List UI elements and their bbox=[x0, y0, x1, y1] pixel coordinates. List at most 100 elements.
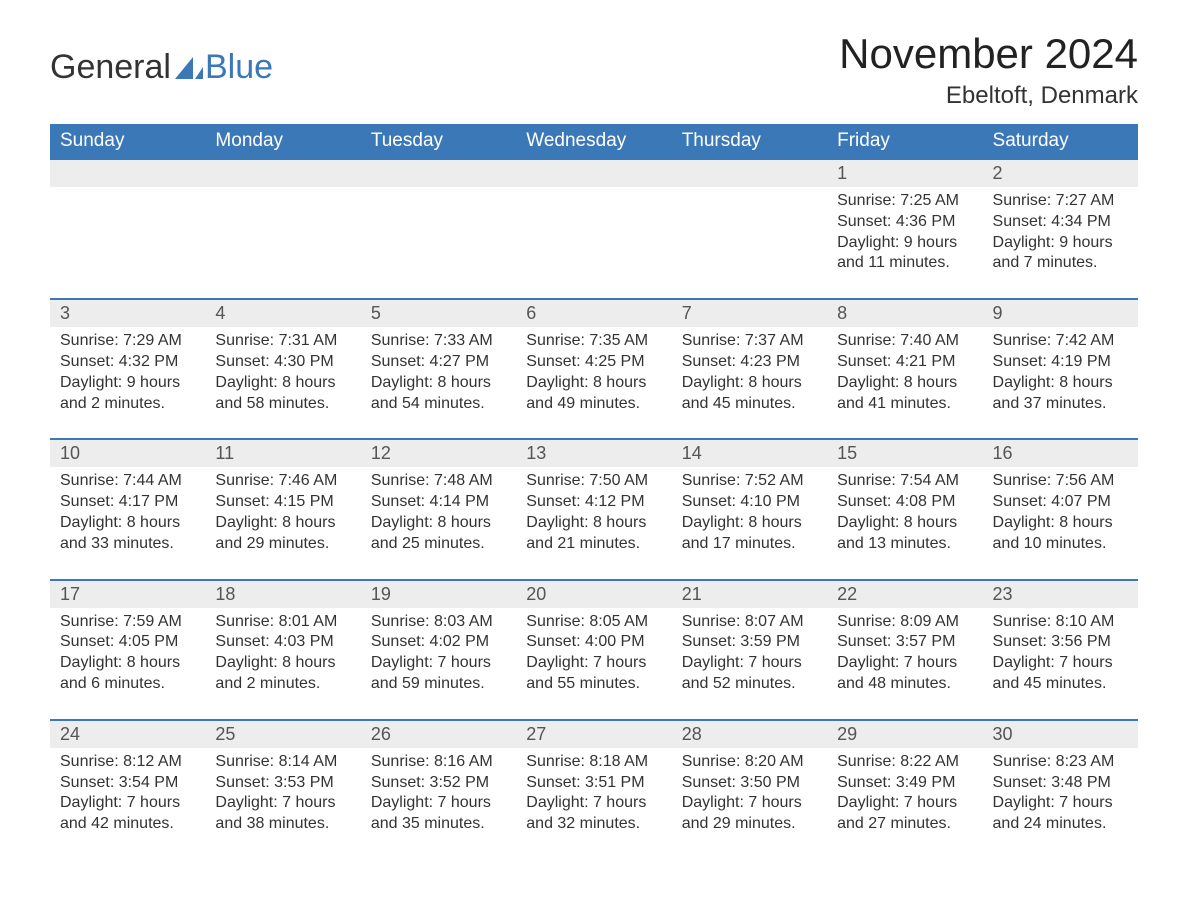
sunset-text: Sunset: 4:14 PM bbox=[371, 492, 506, 513]
day-body: Sunrise: 8:10 AMSunset: 3:56 PMDaylight:… bbox=[983, 608, 1138, 695]
day-body: Sunrise: 7:52 AMSunset: 4:10 PMDaylight:… bbox=[672, 467, 827, 554]
weekday-header: Sunday bbox=[50, 124, 205, 159]
sunrise-text: Sunrise: 7:48 AM bbox=[371, 471, 506, 492]
daylight-text: Daylight: 7 hours and 38 minutes. bbox=[215, 793, 350, 835]
sunset-text: Sunset: 3:54 PM bbox=[60, 773, 195, 794]
day-cell: 12 Sunrise: 7:48 AMSunset: 4:14 PMDayligh… bbox=[361, 439, 516, 579]
daylight-text: Daylight: 7 hours and 45 minutes. bbox=[993, 653, 1128, 695]
day-body: Sunrise: 7:40 AMSunset: 4:21 PMDaylight:… bbox=[827, 327, 982, 414]
day-cell: 5Sunrise: 7:33 AMSunset: 4:27 PMDaylight… bbox=[361, 299, 516, 439]
day-body: Sunrise: 8:22 AMSunset: 3:49 PMDaylight:… bbox=[827, 748, 982, 835]
day-number: 26 bbox=[361, 721, 516, 748]
daylight-text: Daylight: 7 hours and 27 minutes. bbox=[837, 793, 972, 835]
day-number: 6 bbox=[516, 300, 671, 327]
week-row: 10Sunrise: 7:44 AMSunset: 4:17 PMDayligh… bbox=[50, 439, 1138, 579]
daylight-text: Daylight: 7 hours and 24 minutes. bbox=[993, 793, 1128, 835]
sunrise-text: Sunrise: 7:25 AM bbox=[837, 191, 972, 212]
day-number: 2 bbox=[983, 160, 1138, 187]
day-cell: 29Sunrise: 8:22 AMSunset: 3:49 PMDayligh… bbox=[827, 720, 982, 859]
sunrise-text: Sunrise: 7:50 AM bbox=[526, 471, 661, 492]
day-body: Sunrise: 7:54 AMSunset: 4:08 PMDaylight:… bbox=[827, 467, 982, 554]
week-row: 3Sunrise: 7:29 AMSunset: 4:32 PMDaylight… bbox=[50, 299, 1138, 439]
logo: General Blue bbox=[50, 30, 273, 87]
sunset-text: Sunset: 3:57 PM bbox=[837, 632, 972, 653]
weekday-header: Thursday bbox=[672, 124, 827, 159]
daylight-text: Daylight: 9 hours and 2 minutes. bbox=[60, 373, 195, 415]
week-row: 1Sunrise: 7:25 AMSunset: 4:36 PMDaylight… bbox=[50, 159, 1138, 299]
daylight-text: Daylight: 8 hours and 29 minutes. bbox=[215, 513, 350, 555]
day-cell: 17Sunrise: 7:59 AMSunset: 4:05 PMDayligh… bbox=[50, 580, 205, 720]
sunrise-text: Sunrise: 8:09 AM bbox=[837, 612, 972, 633]
day-body: Sunrise: 7:31 AMSunset: 4:30 PMDaylight:… bbox=[205, 327, 360, 414]
sunset-text: Sunset: 4:21 PM bbox=[837, 352, 972, 373]
daylight-text: Daylight: 8 hours and 17 minutes. bbox=[682, 513, 817, 555]
day-cell: 30Sunrise: 8:23 AMSunset: 3:48 PMDayligh… bbox=[983, 720, 1138, 859]
day-cell: 19Sunrise: 8:03 AMSunset: 4:02 PMDayligh… bbox=[361, 580, 516, 720]
day-number: 24 bbox=[50, 721, 205, 748]
sunset-text: Sunset: 3:51 PM bbox=[526, 773, 661, 794]
sunset-text: Sunset: 3:48 PM bbox=[993, 773, 1128, 794]
day-number: 9 bbox=[983, 300, 1138, 327]
sunrise-text: Sunrise: 8:07 AM bbox=[682, 612, 817, 633]
day-body: Sunrise: 8:03 AMSunset: 4:02 PMDaylight:… bbox=[361, 608, 516, 695]
sunrise-text: Sunrise: 7:29 AM bbox=[60, 331, 195, 352]
weekday-header: Saturday bbox=[983, 124, 1138, 159]
day-body: Sunrise: 8:23 AMSunset: 3:48 PMDaylight:… bbox=[983, 748, 1138, 835]
day-number: 13 bbox=[516, 440, 671, 467]
day-cell: 20Sunrise: 8:05 AMSunset: 4:00 PMDayligh… bbox=[516, 580, 671, 720]
daylight-text: Daylight: 7 hours and 29 minutes. bbox=[682, 793, 817, 835]
sunrise-text: Sunrise: 7:27 AM bbox=[993, 191, 1128, 212]
day-cell: 24Sunrise: 8:12 AMSunset: 3:54 PMDayligh… bbox=[50, 720, 205, 859]
sunrise-text: Sunrise: 7:44 AM bbox=[60, 471, 195, 492]
week-row: 24Sunrise: 8:12 AMSunset: 3:54 PMDayligh… bbox=[50, 720, 1138, 859]
sunrise-text: Sunrise: 7:33 AM bbox=[371, 331, 506, 352]
empty-day-bar bbox=[516, 160, 671, 187]
sunset-text: Sunset: 4:08 PM bbox=[837, 492, 972, 513]
day-cell bbox=[672, 159, 827, 299]
sunset-text: Sunset: 4:25 PM bbox=[526, 352, 661, 373]
day-cell: 16Sunrise: 7:56 AMSunset: 4:07 PMDayligh… bbox=[983, 439, 1138, 579]
day-number: 8 bbox=[827, 300, 982, 327]
sunset-text: Sunset: 4:27 PM bbox=[371, 352, 506, 373]
sunrise-text: Sunrise: 8:16 AM bbox=[371, 752, 506, 773]
weekday-header-row: Sunday Monday Tuesday Wednesday Thursday… bbox=[50, 124, 1138, 159]
day-cell: 28Sunrise: 8:20 AMSunset: 3:50 PMDayligh… bbox=[672, 720, 827, 859]
daylight-text: Daylight: 7 hours and 55 minutes. bbox=[526, 653, 661, 695]
sunrise-text: Sunrise: 7:37 AM bbox=[682, 331, 817, 352]
day-body: Sunrise: 7:44 AMSunset: 4:17 PMDaylight:… bbox=[50, 467, 205, 554]
day-number: 28 bbox=[672, 721, 827, 748]
sunset-text: Sunset: 4:02 PM bbox=[371, 632, 506, 653]
daylight-text: Daylight: 8 hours and 10 minutes. bbox=[993, 513, 1128, 555]
daylight-text: Daylight: 8 hours and 21 minutes. bbox=[526, 513, 661, 555]
day-number: 12 bbox=[361, 440, 516, 467]
sunrise-text: Sunrise: 8:23 AM bbox=[993, 752, 1128, 773]
day-number: 14 bbox=[672, 440, 827, 467]
sunset-text: Sunset: 4:07 PM bbox=[993, 492, 1128, 513]
daylight-text: Daylight: 8 hours and 54 minutes. bbox=[371, 373, 506, 415]
location: Ebeltoft, Denmark bbox=[839, 82, 1138, 110]
day-number: 5 bbox=[361, 300, 516, 327]
daylight-text: Daylight: 7 hours and 59 minutes. bbox=[371, 653, 506, 695]
day-cell: 22Sunrise: 8:09 AMSunset: 3:57 PMDayligh… bbox=[827, 580, 982, 720]
weekday-header: Friday bbox=[827, 124, 982, 159]
sunrise-text: Sunrise: 8:22 AM bbox=[837, 752, 972, 773]
weekday-header: Monday bbox=[205, 124, 360, 159]
sunrise-text: Sunrise: 8:20 AM bbox=[682, 752, 817, 773]
daylight-text: Daylight: 8 hours and 25 minutes. bbox=[371, 513, 506, 555]
sunrise-text: Sunrise: 8:01 AM bbox=[215, 612, 350, 633]
daylight-text: Daylight: 8 hours and 37 minutes. bbox=[993, 373, 1128, 415]
empty-day-bar bbox=[205, 160, 360, 187]
daylight-text: Daylight: 7 hours and 52 minutes. bbox=[682, 653, 817, 695]
title-block: November 2024 Ebeltoft, Denmark bbox=[839, 30, 1138, 116]
sunset-text: Sunset: 4:03 PM bbox=[215, 632, 350, 653]
day-number: 25 bbox=[205, 721, 360, 748]
day-cell: 1Sunrise: 7:25 AMSunset: 4:36 PMDaylight… bbox=[827, 159, 982, 299]
sunset-text: Sunset: 4:30 PM bbox=[215, 352, 350, 373]
day-body: Sunrise: 7:37 AMSunset: 4:23 PMDaylight:… bbox=[672, 327, 827, 414]
day-cell bbox=[50, 159, 205, 299]
sunrise-text: Sunrise: 7:59 AM bbox=[60, 612, 195, 633]
day-cell: 13Sunrise: 7:50 AMSunset: 4:12 PMDayligh… bbox=[516, 439, 671, 579]
sunset-text: Sunset: 4:34 PM bbox=[993, 212, 1128, 233]
day-body: Sunrise: 7:33 AMSunset: 4:27 PMDaylight:… bbox=[361, 327, 516, 414]
day-number: 22 bbox=[827, 581, 982, 608]
